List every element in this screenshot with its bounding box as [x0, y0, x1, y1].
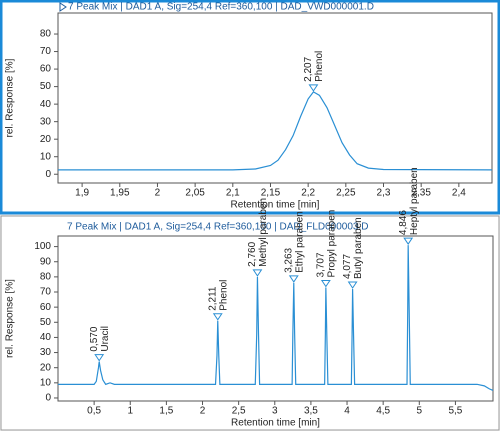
x-tick-label: 0,5 — [87, 406, 101, 417]
x-axis-label: Retention time [min] — [231, 418, 320, 429]
y-tick-label: 30 — [40, 116, 52, 127]
peak-name: Butyl paraben — [353, 217, 364, 279]
peak-name: Methyl paraben — [258, 198, 269, 267]
plot-area — [57, 235, 494, 402]
peak-time: 4,077 — [342, 254, 353, 279]
x-tick-label: 2 — [200, 406, 206, 417]
x-tick-label: 4 — [344, 406, 350, 417]
y-axis-label: rel. Response [%] — [5, 279, 16, 358]
x-tick-label: 2,1 — [226, 188, 240, 199]
y-tick-label: 60 — [40, 302, 52, 313]
peak-marker — [94, 354, 105, 362]
x-tick-label: 2,05 — [185, 188, 205, 199]
peak-marker — [252, 269, 263, 277]
x-tick-label: 1,9 — [75, 188, 89, 199]
x-tick-label: 5 — [417, 406, 423, 417]
peak-name: Heptyl paraben — [409, 167, 420, 235]
y-tick-label: 0 — [45, 393, 51, 404]
peak-name: Ethyl paraben — [294, 211, 305, 273]
peak-time: 3,263 — [283, 247, 294, 272]
x-tick-label: 4,5 — [376, 406, 390, 417]
y-axis-label: rel. Response [%] — [5, 58, 16, 137]
x-axis-label: Retention time [min] — [231, 200, 320, 211]
peak-marker — [308, 84, 319, 92]
x-tick-label: 2,5 — [232, 406, 246, 417]
y-tick-label: 10 — [40, 377, 52, 388]
chart-title: 7 Peak Mix | DAD1 A, Sig=254,4 Ref=360,1… — [68, 2, 374, 13]
peak-name: Propyl paraben — [327, 210, 338, 278]
peak-marker — [347, 281, 358, 289]
y-tick-label: 80 — [40, 29, 52, 40]
x-tick-label: 1 — [127, 406, 133, 417]
x-tick-label: 1,5 — [159, 406, 173, 417]
peak-time: 4,846 — [398, 210, 409, 235]
y-tick-label: 20 — [40, 134, 52, 145]
x-tick-label: 5,5 — [448, 406, 462, 417]
x-tick-label: 2,4 — [452, 188, 466, 199]
plot-area — [57, 12, 493, 184]
selection-icon — [59, 2, 67, 12]
x-tick-label: 1,95 — [110, 188, 130, 199]
peak-time: 2,207 — [303, 56, 314, 81]
chart-title: 7 Peak Mix | DAD1 A, Sig=254,4 Ref=360,1… — [67, 222, 368, 233]
y-tick-label: 30 — [40, 347, 52, 358]
peak-marker — [320, 279, 331, 288]
trace — [58, 245, 494, 391]
y-tick-label: 10 — [40, 151, 52, 162]
peak-name: Phenol — [314, 51, 325, 82]
x-tick-label: 2,25 — [336, 188, 356, 199]
x-tick-label: 3,5 — [304, 406, 318, 417]
peak-time: 2,760 — [247, 241, 258, 266]
peak-marker — [212, 313, 223, 321]
peak-marker — [403, 237, 414, 245]
x-tick-label: 2,35 — [411, 188, 431, 199]
y-tick-label: 60 — [40, 64, 52, 75]
y-tick-label: 40 — [40, 332, 52, 343]
x-tick-label: 2 — [155, 188, 161, 199]
peak-time: 2,211 — [207, 286, 218, 311]
x-tick-label: 2,2 — [301, 188, 315, 199]
y-tick-label: 70 — [40, 287, 52, 298]
trace — [58, 91, 493, 171]
peak-time: 0,570 — [89, 326, 100, 351]
x-tick-label: 2,15 — [261, 188, 281, 199]
y-tick-label: 40 — [40, 99, 52, 110]
peak-marker — [288, 275, 299, 283]
y-tick-label: 0 — [45, 169, 51, 180]
x-tick-label: 3 — [272, 406, 278, 417]
peak-time: 3,707 — [316, 252, 327, 277]
x-tick-label: 2,3 — [377, 188, 391, 199]
peak-name: Phenol — [218, 280, 229, 311]
y-tick-label: 90 — [40, 256, 52, 267]
y-tick-label: 50 — [40, 317, 52, 328]
y-tick-label: 80 — [40, 272, 52, 283]
y-tick-label: 50 — [40, 81, 52, 92]
peak-name: Uracil — [100, 326, 111, 352]
y-tick-label: 70 — [40, 46, 52, 57]
y-tick-label: 100 — [34, 241, 51, 252]
y-tick-label: 20 — [40, 362, 52, 373]
